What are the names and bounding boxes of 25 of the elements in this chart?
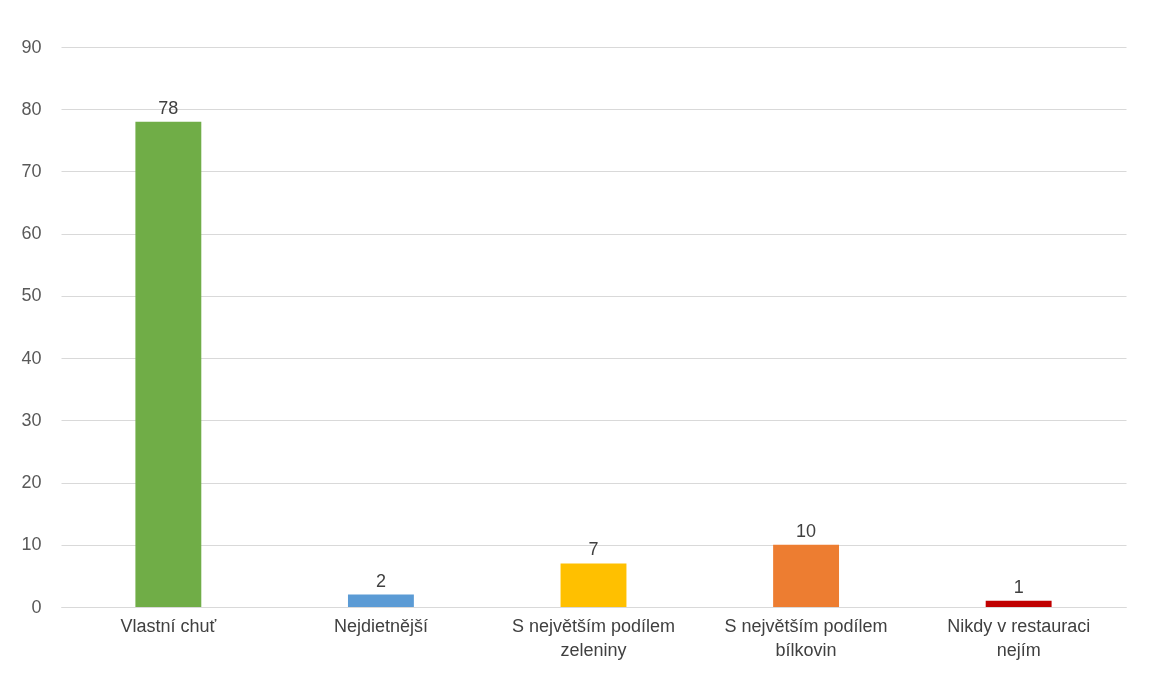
y-tick-label: 0 [31,596,42,617]
x-tick-label: Nikdy v restauraci nejím [947,615,1091,660]
data-label: 10 [796,520,817,541]
x-tick-label: S největším podílem zeleniny [511,615,676,660]
bar [560,563,627,607]
y-tick-label: 10 [21,534,42,555]
x-tick-label: Nejdietnější [333,615,428,636]
data-label: 7 [588,539,599,560]
data-label: 2 [375,570,386,591]
bar [773,544,840,607]
y-tick-label: 80 [21,98,42,119]
y-tick-label: 90 [21,36,42,57]
y-tick-label: 30 [21,409,42,430]
x-tick-label: Vlastní chuť [120,615,217,636]
data-label: 78 [158,97,179,118]
data-label: 1 [1013,576,1024,597]
y-tick-label: 70 [21,160,42,181]
x-tick-label: S největším podílem bílkovin [724,615,888,660]
y-tick-label: 60 [21,223,42,244]
bar [985,600,1052,607]
y-tick-label: 40 [21,347,42,368]
y-tick-label: 20 [21,472,42,493]
bar [347,594,414,607]
bar [135,121,202,607]
y-tick-label: 50 [21,285,42,306]
